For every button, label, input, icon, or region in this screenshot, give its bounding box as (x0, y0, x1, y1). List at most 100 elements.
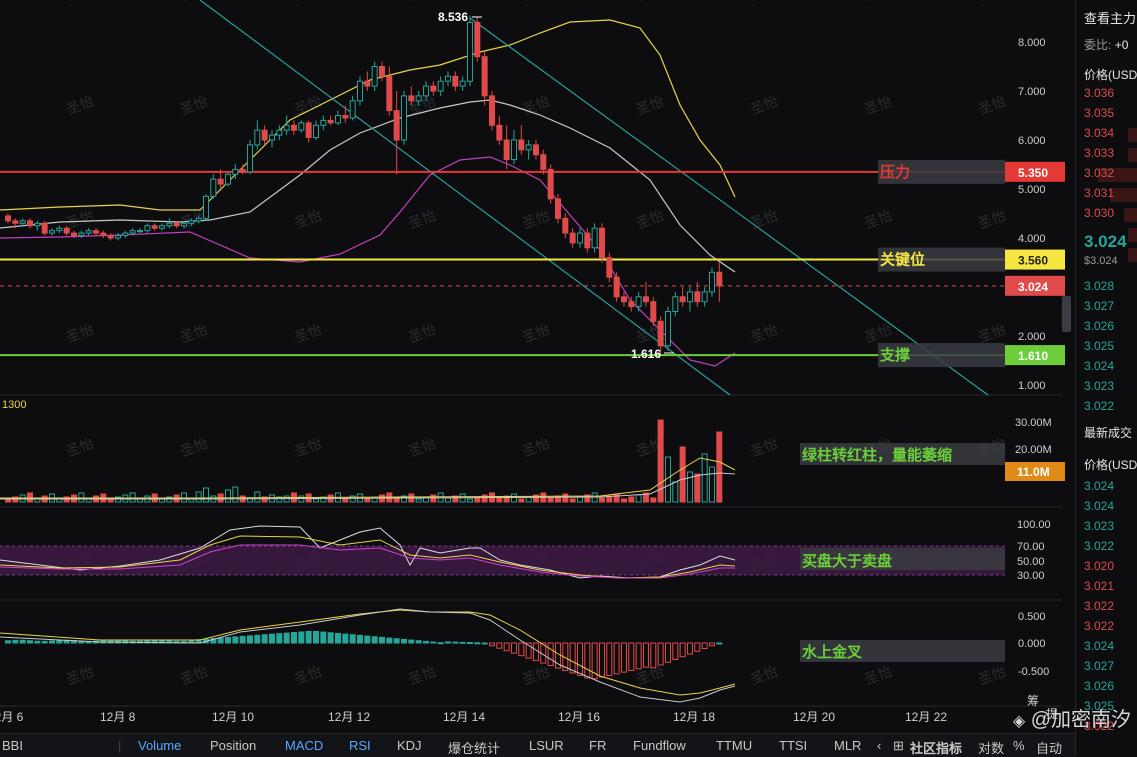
watermark-text: 加密南汐 (1051, 709, 1131, 731)
watermark-tile: 圣怡 (64, 93, 96, 118)
macd-bar (312, 630, 319, 644)
level-label: 关键位 (880, 251, 925, 269)
macd-bar (481, 642, 488, 645)
macd-bar (576, 642, 583, 676)
macd-bar (510, 642, 517, 654)
candle-body (312, 124, 319, 139)
bid-price-row[interactable]: 3.027 (1084, 299, 1115, 313)
time-axis-label: 12月 22 (905, 710, 947, 724)
bid-price-row[interactable]: 3.023 (1084, 379, 1115, 393)
community-indicators-button[interactable]: 社区指标 (910, 741, 963, 756)
candle-body (283, 124, 290, 131)
ask-depth-bar (1098, 168, 1137, 182)
macd-bar (598, 642, 605, 678)
trade-price-row[interactable]: 3.020 (1084, 559, 1115, 573)
ask-price-row[interactable]: 3.031 (1084, 186, 1115, 200)
indicator-tab-爆仓统计[interactable]: 爆仓统计 (448, 741, 501, 756)
bid-price-row[interactable]: 3.025 (1084, 339, 1115, 353)
macd-bar (320, 631, 327, 644)
time-axis-label: 12月 10 (212, 710, 254, 724)
chevron-left-icon[interactable]: ‹ (877, 738, 882, 753)
latest-trades-header[interactable]: 最新成交 (1084, 426, 1133, 440)
macd-bar (393, 638, 400, 644)
indicator-tab-rsi[interactable]: RSI (349, 738, 371, 753)
trade-price-row[interactable]: 3.022 (1084, 719, 1115, 733)
ask-price-row[interactable]: 3.036 (1084, 86, 1115, 100)
trade-price-row[interactable]: 3.022 (1084, 599, 1115, 613)
bid-price-row[interactable]: 3.026 (1084, 319, 1115, 333)
volume-current-text: 11.0M (1017, 465, 1050, 479)
trade-price-row[interactable]: 3.023 (1084, 519, 1115, 533)
level-label: 支撑 (879, 346, 910, 364)
candle-body (19, 220, 26, 224)
candle-body (12, 220, 19, 224)
trade-price-row[interactable]: 3.022 (1084, 619, 1115, 633)
trade-price-row[interactable]: 3.024 (1084, 499, 1115, 513)
high-price-label: 8.536 (438, 10, 468, 24)
trade-price-row[interactable]: 3.024 (1084, 639, 1115, 653)
bid-price-row[interactable]: 3.022 (1084, 399, 1115, 413)
ask-price-row[interactable]: 3.034 (1084, 126, 1115, 140)
ask-depth-bar (1128, 128, 1137, 142)
orderbook-title[interactable]: 查看主力 (1084, 11, 1137, 26)
watermark-tile: 圣怡 (292, 0, 324, 3)
watermark-logo: ◈ @加密南汐 (1012, 709, 1131, 731)
time-axis-label: 12月 18 (673, 710, 715, 724)
ask-price-row[interactable]: 3.030 (1084, 206, 1115, 220)
macd-bar (503, 642, 510, 652)
candle-body (393, 110, 400, 141)
macd-bar (606, 642, 613, 676)
indicator-tab-ttmu[interactable]: TTMU (716, 738, 753, 753)
current-price-tag (1005, 275, 1065, 296)
trade-price-row[interactable]: 3.021 (1084, 579, 1115, 593)
ask-price-row[interactable]: 3.033 (1084, 146, 1115, 160)
ask-price-row[interactable]: 3.032 (1084, 166, 1115, 180)
candle-body (364, 80, 371, 87)
ask-price-row[interactable]: 3.035 (1084, 106, 1115, 120)
watermark-tile: 圣怡 (862, 321, 894, 346)
scale-option[interactable]: 自动 (1036, 741, 1063, 756)
indicator-tab-bbi[interactable]: BBI (2, 738, 23, 753)
candle-body (254, 129, 261, 146)
watermark-tile: 圣怡 (748, 321, 780, 346)
candle-body (210, 178, 217, 197)
indicator-tab-kdj[interactable]: KDJ (397, 738, 422, 753)
watermark-tile: 圣怡 (292, 435, 324, 460)
volume-bar (584, 494, 591, 503)
level-price-tag (1005, 345, 1065, 366)
indicator-tab-fr[interactable]: FR (589, 738, 607, 753)
macd-bar (12, 639, 19, 644)
candle-body (606, 257, 613, 278)
indicator-tab-position[interactable]: Position (210, 738, 257, 753)
watermark-tile: 圣怡 (748, 93, 780, 118)
trade-price-row[interactable]: 3.024 (1084, 479, 1115, 493)
volume-bar (232, 486, 239, 503)
indicator-tab-macd[interactable]: MACD (285, 738, 324, 753)
level-label-bg (878, 343, 1005, 368)
trade-price-row[interactable]: 3.027 (1084, 659, 1115, 673)
scale-option[interactable]: % (1013, 738, 1025, 753)
bid-price-row[interactable]: 3.024 (1084, 359, 1115, 373)
scale-option[interactable]: 对数 (978, 741, 1005, 756)
candle-body (290, 124, 297, 131)
watermark-tile: 圣怡 (862, 663, 894, 688)
macd-bar (26, 640, 33, 644)
indicator-tab-fundflow[interactable]: Fundflow (633, 738, 686, 753)
trade-price-row[interactable]: 3.025 (1084, 699, 1115, 713)
candle-body (158, 225, 165, 229)
indicator-tab-volume[interactable]: Volume (138, 738, 182, 753)
indicator-tab-lsur[interactable]: LSUR (529, 738, 564, 753)
trade-price-row[interactable]: 3.026 (1084, 679, 1115, 693)
trade-price-row[interactable]: 3.022 (1084, 539, 1115, 553)
watermark-tile: 圣怡 (64, 435, 96, 460)
price-axis-scroll-handle[interactable] (1062, 296, 1071, 332)
indicator-tab-mlr[interactable]: MLR (834, 738, 862, 753)
indicator-tab-ttsi[interactable]: TTSI (779, 738, 808, 753)
level-price-tag (1005, 249, 1065, 270)
bid-price-row[interactable]: 3.028 (1084, 279, 1115, 293)
macd-bar (452, 641, 459, 644)
candle-body (591, 227, 598, 249)
time-axis-label: 12月 20 (793, 710, 835, 724)
candle-body (268, 134, 275, 141)
